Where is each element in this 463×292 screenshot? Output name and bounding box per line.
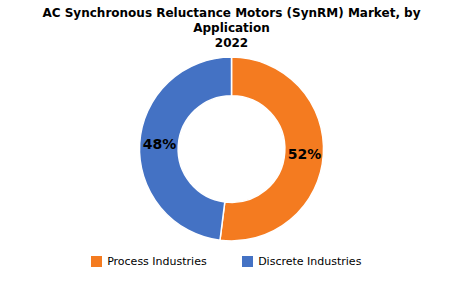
html-text:Discrete Industries: Discrete Industries	[258, 255, 362, 268]
svg-text:48%: 48%	[143, 136, 177, 152]
html-text:Process Industries: Process Industries	[107, 255, 207, 268]
svg-text:52%: 52%	[288, 146, 322, 162]
html-text:AC Synchronous Reluctance Moto: AC Synchronous Reluctance Motors (SynRM)…	[42, 6, 421, 50]
